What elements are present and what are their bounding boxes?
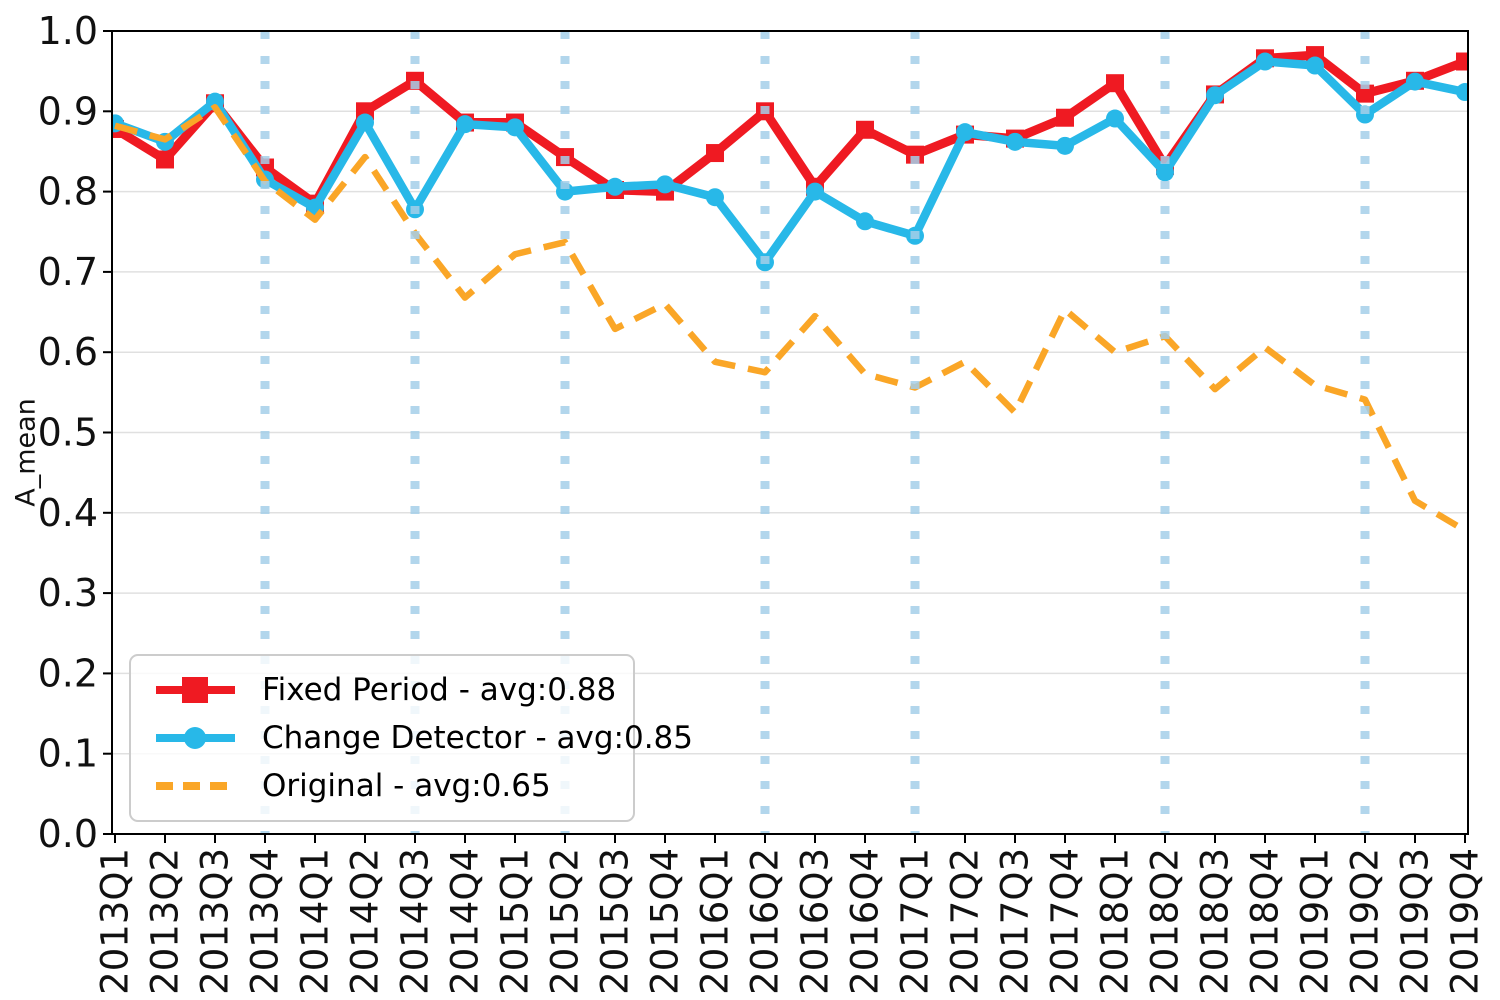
x-axis-tick-label: 2015Q2 <box>544 848 587 995</box>
legend-label-change-detector: Change Detector - avg:0.85 <box>262 720 694 756</box>
x-axis-tick-label: 2017Q3 <box>994 848 1037 995</box>
x-axis-tick-label: 2016Q3 <box>794 848 837 995</box>
x-axis-tick-label: 2019Q4 <box>1444 848 1487 995</box>
y-axis-tick-label: 0.8 <box>38 170 98 214</box>
x-axis-tick-label: 2016Q2 <box>744 848 787 995</box>
x-axis-tick-label: 2015Q4 <box>644 848 687 995</box>
y-axis-tick-label: 0.0 <box>38 812 98 856</box>
x-axis-tick-label: 2019Q1 <box>1294 848 1337 995</box>
x-axis-tick-label: 2016Q4 <box>844 848 887 995</box>
original-line-icon <box>156 782 235 790</box>
change-detector-line-icon <box>156 727 235 749</box>
y-axis-title: A_mean <box>11 398 42 507</box>
y-axis-tick-label: 0.4 <box>38 491 98 535</box>
legend-item-change-detector: Change Detector - avg:0.85 <box>153 720 693 756</box>
y-axis-tick-label: 1.0 <box>38 9 98 53</box>
y-axis-tick-label: 0.3 <box>38 571 98 615</box>
legend-item-original: Original - avg:0.65 <box>153 768 613 804</box>
series <box>112 46 1468 534</box>
legend: Fixed Period - avg:0.88 Change Detector … <box>129 654 693 822</box>
series-change-detector-line <box>113 57 1466 267</box>
y-axis-tick-label: 0.7 <box>38 250 98 294</box>
x-axis-tick-label: 2013Q2 <box>144 848 187 995</box>
x-axis-tick-label: 2013Q3 <box>194 848 237 995</box>
x-axis-tick-label: 2013Q1 <box>94 848 137 995</box>
legend-label-original: Original - avg:0.65 <box>262 768 551 804</box>
x-axis-tick-label: 2015Q1 <box>494 848 537 995</box>
y-axis-tick-label: 0.5 <box>38 411 98 455</box>
series-fixed-period-line <box>112 50 1467 209</box>
y-axis-tick-label: 0.9 <box>38 89 98 133</box>
x-axis-tick-label: 2014Q4 <box>444 848 487 995</box>
x-axis-tick-label: 2018Q2 <box>1144 848 1187 995</box>
legend-label-fixed-period: Fixed Period - avg:0.88 <box>262 672 617 708</box>
legend-item-fixed-period: Fixed Period - avg:0.88 <box>153 672 617 708</box>
x-axis-tick-label: 2018Q1 <box>1094 848 1137 995</box>
y-axis-tick-label: 0.2 <box>38 651 98 695</box>
series-change-detector-markers <box>112 52 1468 272</box>
x-axis-tick-label: 2014Q3 <box>394 848 437 995</box>
x-axis-tick-label: 2013Q4 <box>244 848 287 995</box>
x-axis-tick-label: 2016Q1 <box>694 848 737 995</box>
series-original-line <box>114 104 1467 534</box>
y-axis-tick-label: 0.1 <box>38 732 98 776</box>
x-axis-tick-label: 2017Q4 <box>1044 848 1087 995</box>
x-axis-tick-label: 2019Q2 <box>1344 848 1387 995</box>
x-axis-tick-label: 2017Q1 <box>894 848 937 995</box>
x-axis-tick-label: 2015Q3 <box>594 848 637 995</box>
x-axis-tick-label: 2019Q3 <box>1394 848 1437 995</box>
x-axis-tick-label: 2017Q2 <box>944 848 987 995</box>
x-axis-tick-label: 2018Q3 <box>1194 848 1237 995</box>
series-fixed-period-markers <box>112 46 1468 213</box>
fixed-period-line-icon <box>156 677 235 703</box>
event-lines <box>260 31 1370 834</box>
y-axis-tick-label: 0.6 <box>38 330 98 374</box>
x-axis-tick-label: 2018Q4 <box>1244 848 1287 995</box>
x-axis-tick-label: 2014Q1 <box>294 848 337 995</box>
x-axis-tick-label: 2014Q2 <box>344 848 387 995</box>
